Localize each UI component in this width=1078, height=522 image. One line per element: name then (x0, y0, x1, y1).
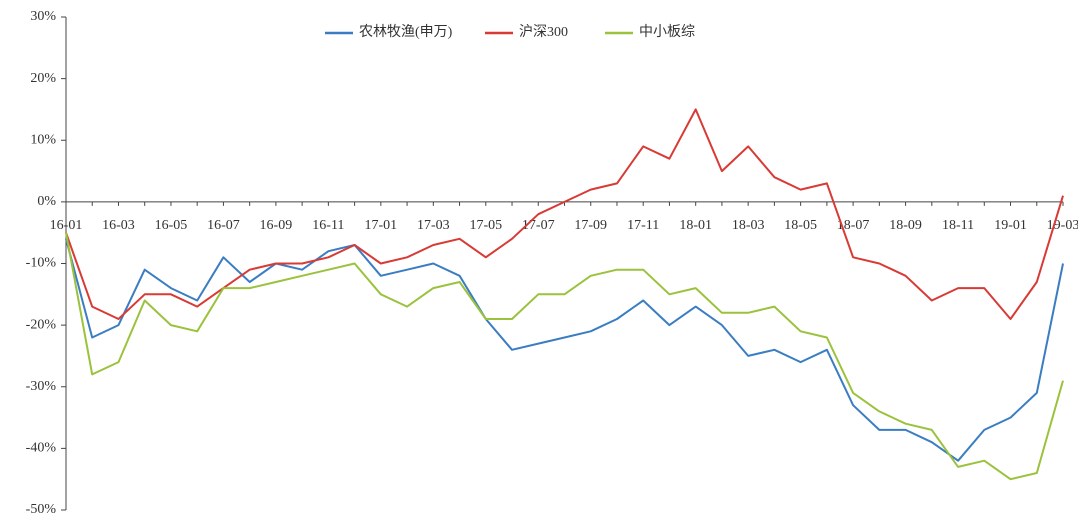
x-tick-label: 16-11 (312, 218, 344, 233)
x-tick-label: 18-07 (837, 218, 870, 233)
y-tick-label: 20% (30, 71, 56, 86)
y-tick-label: 0% (37, 194, 56, 209)
series-line (65, 232, 1064, 481)
x-tick-label: 18-09 (889, 218, 922, 233)
x-tick-label: 16-07 (207, 218, 240, 233)
x-tick-label: 16-09 (260, 218, 293, 233)
x-tick-label: 16-03 (102, 218, 135, 233)
series-line (65, 238, 1064, 462)
x-tick-label: 18-03 (732, 218, 765, 233)
x-tick-label: 17-11 (627, 218, 659, 233)
x-tick-label: 18-05 (784, 218, 817, 233)
y-tick-label: -40% (26, 441, 57, 456)
y-tick-label: -50% (26, 502, 57, 517)
legend-label: 中小板综 (639, 24, 695, 40)
y-tick-label: 10% (30, 132, 56, 147)
y-tick-label: -10% (26, 256, 57, 271)
x-tick-label: 19-01 (994, 218, 1027, 233)
x-tick-label: 17-03 (417, 218, 450, 233)
y-tick-label: -20% (26, 317, 57, 332)
y-tick-label: 30% (30, 9, 56, 24)
x-tick-label: 17-01 (365, 218, 398, 233)
x-tick-label: 17-09 (574, 218, 607, 233)
x-tick-label: 17-05 (469, 218, 502, 233)
x-tick-label: 18-11 (942, 218, 974, 233)
x-tick-label: 16-05 (155, 218, 188, 233)
series-line (65, 108, 1064, 320)
legend-label: 沪深300 (519, 24, 568, 40)
y-tick-label: -30% (26, 379, 57, 394)
x-tick-label: 16-01 (50, 218, 83, 233)
legend-label: 农林牧渔(申万) (359, 24, 453, 40)
x-tick-label: 18-01 (679, 218, 712, 233)
